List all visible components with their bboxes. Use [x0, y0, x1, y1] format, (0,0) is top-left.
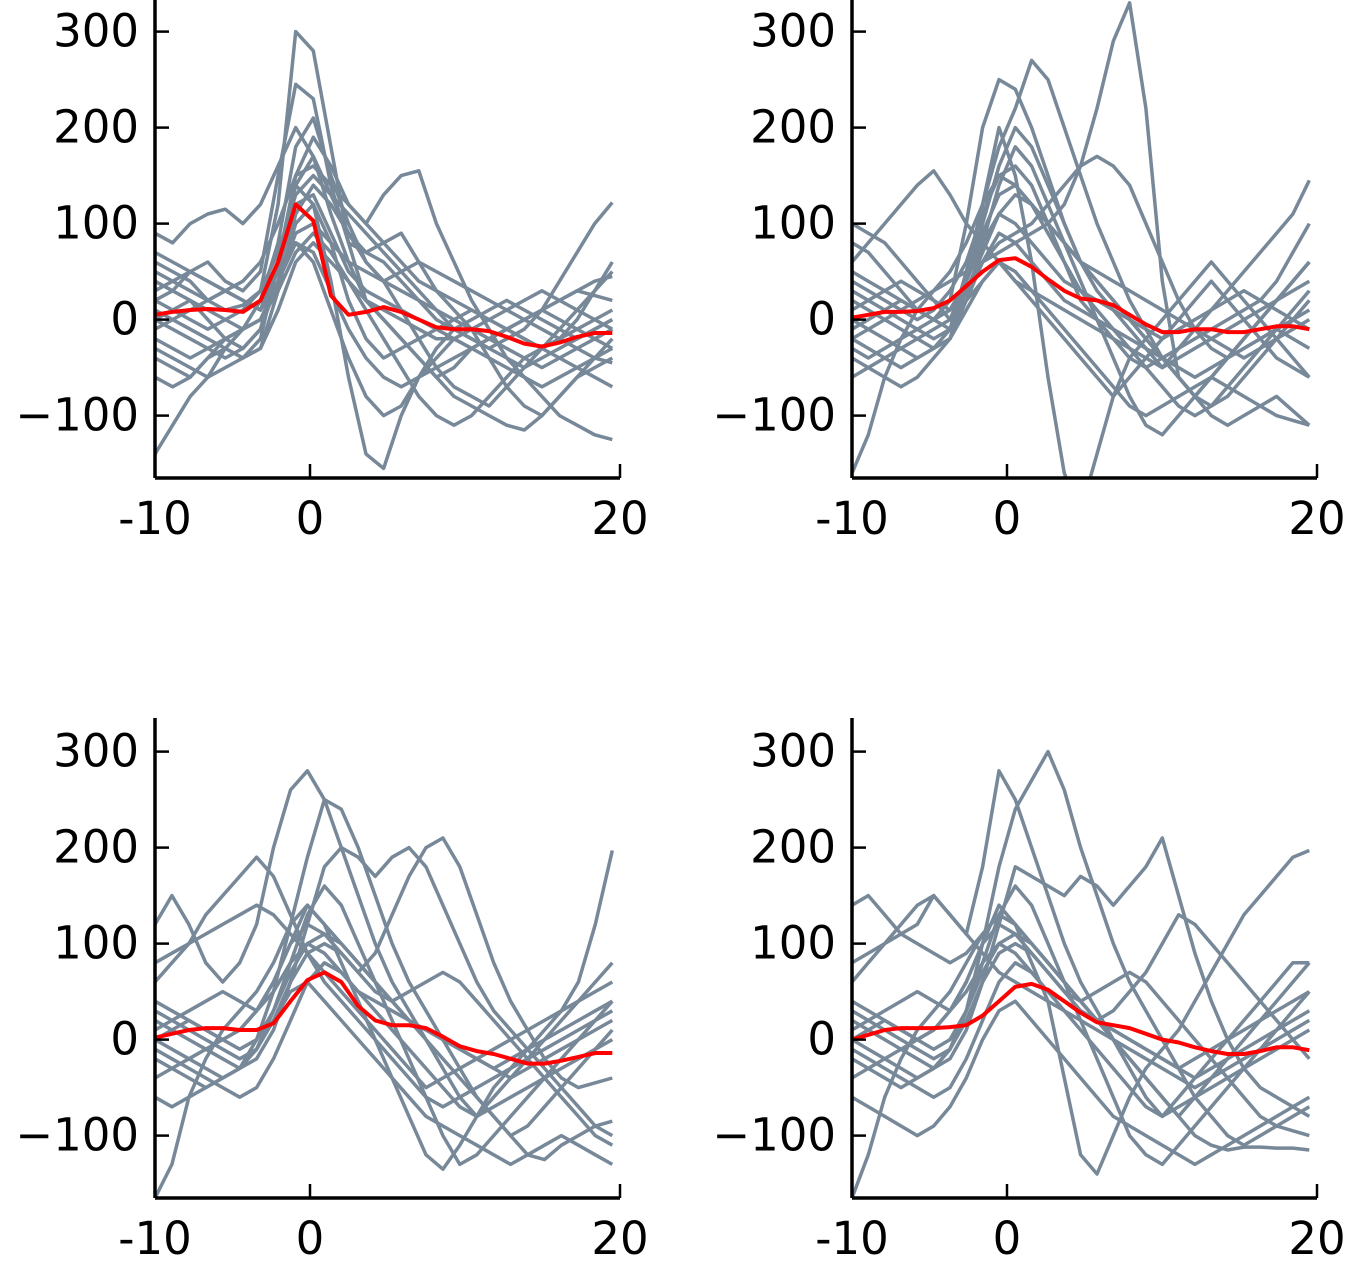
- trial-trace-12: [852, 260, 1311, 399]
- trial-trace-11: [852, 913, 1311, 1119]
- trial-trace-11: [155, 903, 614, 1090]
- y-tick-label: 200: [750, 821, 836, 874]
- panel-top-left: 300 200 100 0 −100 -10 0 20: [15, 0, 649, 545]
- panel-bottom-left: 300 200 100 0 −100 -10 0 20: [15, 718, 649, 1264]
- x-tick-label: 0: [296, 492, 325, 545]
- y-tick-label: 100: [53, 197, 139, 250]
- trial-trace-14: [155, 932, 614, 1071]
- trial-trace-7: [852, 884, 1311, 1167]
- trial-trace-13: [155, 231, 614, 427]
- plot-area: [155, 769, 615, 1198]
- y-tick-label: 0: [110, 293, 139, 346]
- y-tick-label: 200: [53, 821, 139, 874]
- trial-trace-12: [852, 961, 1311, 1119]
- y-tick-label: 200: [53, 101, 139, 154]
- trial-trace-6: [155, 845, 614, 1138]
- trial-trace-9: [852, 999, 1311, 1167]
- y-tick-label: −100: [15, 389, 139, 442]
- y-tick-label: 100: [750, 917, 836, 970]
- mean-trace: [155, 970, 613, 1066]
- x-tick-label: 20: [591, 1212, 648, 1264]
- plot-area: [852, 1, 1311, 478]
- x-tick-label: -10: [815, 1212, 889, 1264]
- x-tick-label: 0: [296, 1212, 325, 1264]
- trial-trace-3: [155, 797, 614, 1138]
- y-tick-label: 0: [110, 1013, 139, 1066]
- trial-trace-7: [852, 125, 1311, 478]
- trial-trace-16: [852, 183, 1311, 418]
- trial-trace-2: [155, 82, 614, 370]
- trial-trace-15: [155, 193, 613, 351]
- panel-bottom-right: 300 200 100 0 −100 -10 0 20: [712, 718, 1346, 1264]
- x-tick-label: 20: [1288, 492, 1345, 545]
- trial-trace-9: [155, 241, 614, 432]
- trial-trace-1: [852, 173, 1311, 474]
- mean-trace: [852, 981, 1310, 1056]
- trial-trace-12: [155, 961, 614, 1119]
- y-tick-label: 0: [807, 293, 836, 346]
- trial-trace-10: [852, 260, 1310, 427]
- trial-trace-3: [852, 749, 1311, 1147]
- plot-area: [155, 29, 614, 471]
- y-tick-label: −100: [712, 389, 836, 442]
- trial-trace-1: [155, 29, 613, 379]
- trial-trace-5: [155, 855, 614, 1109]
- trial-trace-6: [852, 836, 1311, 1118]
- plot-area: [852, 749, 1311, 1198]
- trial-trace-14: [852, 932, 1311, 1071]
- trial-trace-13: [852, 193, 1311, 360]
- x-tick-label: -10: [118, 492, 192, 545]
- y-tick-label: 100: [750, 197, 836, 250]
- y-tick-label: 300: [53, 725, 139, 778]
- y-tick-label: 0: [807, 1013, 836, 1066]
- trial-trace-9: [155, 980, 614, 1167]
- x-tick-label: -10: [815, 492, 889, 545]
- trial-trace-6: [155, 183, 614, 471]
- trial-trace-12: [155, 173, 614, 351]
- trial-trace-4: [155, 125, 614, 341]
- x-tick-label: 0: [993, 492, 1022, 545]
- mean-trace: [852, 256, 1310, 335]
- trial-trace-5: [852, 169, 1311, 370]
- trial-trace-8: [852, 913, 1311, 1060]
- trial-trace-2: [155, 769, 614, 1119]
- trial-trace-7: [155, 884, 614, 1167]
- y-tick-label: 100: [53, 917, 139, 970]
- x-tick-label: 20: [591, 492, 648, 545]
- trial-trace-3: [155, 116, 614, 455]
- y-tick-label: 200: [750, 101, 836, 154]
- y-tick-label: 300: [750, 725, 836, 778]
- panel-top-right: 300 200 100 0 −100 -10 0 20: [712, 0, 1346, 545]
- trial-trace-4: [155, 850, 615, 1171]
- y-tick-label: 300: [750, 5, 836, 58]
- trial-trace-13: [155, 941, 614, 1147]
- trial-trace-17: [155, 241, 614, 389]
- x-tick-label: -10: [118, 1212, 192, 1264]
- x-tick-label: 0: [993, 1212, 1022, 1264]
- x-tick-label: 20: [1288, 1212, 1345, 1264]
- y-tick-label: −100: [15, 1109, 139, 1162]
- trial-trace-14: [155, 202, 614, 389]
- y-tick-label: −100: [712, 1109, 836, 1162]
- mean-trace: [155, 202, 613, 349]
- y-tick-label: 300: [53, 5, 139, 58]
- trial-trace-2: [852, 769, 1310, 1119]
